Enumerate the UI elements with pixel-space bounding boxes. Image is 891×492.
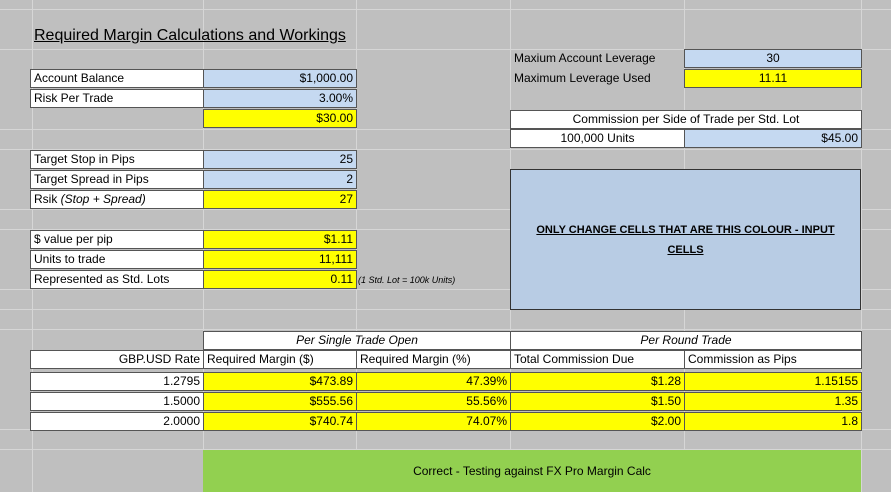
commission-header[interactable]: Commission per Side of Trade per Std. Lo…: [510, 110, 862, 129]
leverage-used-label[interactable]: Maximum Leverage Used: [514, 71, 651, 85]
total-commission-cell[interactable]: $2.00: [510, 412, 685, 431]
risk-pips-label[interactable]: Rsik (Stop + Spread): [30, 190, 204, 209]
gridline: [0, 229, 891, 230]
commission-input[interactable]: $45.00: [684, 129, 862, 148]
margin-usd-cell[interactable]: $740.74: [203, 412, 357, 431]
gridline: [0, 9, 891, 10]
units-to-trade-label[interactable]: Units to trade: [30, 250, 204, 269]
margin-usd-cell[interactable]: $555.56: [203, 392, 357, 411]
group-header-single-trade[interactable]: Per Single Trade Open: [203, 331, 511, 350]
rate-cell[interactable]: 1.2795: [30, 372, 204, 391]
gridline: [0, 309, 891, 310]
std-lots-label[interactable]: Represented as Std. Lots: [30, 270, 204, 289]
account-balance-input[interactable]: $1,000.00: [203, 69, 357, 88]
target-stop-label[interactable]: Target Stop in Pips: [30, 150, 204, 169]
risk-pips-label-formula: (Stop + Spread): [60, 192, 146, 206]
col-header-commission-pips[interactable]: Commission as Pips: [684, 350, 862, 369]
max-leverage-label[interactable]: Maxium Account Leverage: [514, 51, 656, 65]
target-stop-input[interactable]: 25: [203, 150, 357, 169]
commission-pips-cell[interactable]: 1.35: [684, 392, 862, 411]
units-to-trade-cell[interactable]: 11,111: [203, 250, 357, 269]
status-banner[interactable]: Correct - Testing against FX Pro Margin …: [203, 450, 861, 492]
gridline: [0, 329, 891, 330]
commission-pips-cell[interactable]: 1.15155: [684, 372, 862, 391]
std-lots-cell[interactable]: 0.11: [203, 270, 357, 289]
col-header-total-commission[interactable]: Total Commission Due: [510, 350, 685, 369]
page-title: Required Margin Calculations and Working…: [34, 27, 346, 44]
gridline: [0, 209, 891, 210]
commission-pips-cell[interactable]: 1.8: [684, 412, 862, 431]
total-commission-cell[interactable]: $1.50: [510, 392, 685, 411]
gridline: [0, 289, 891, 290]
std-lot-note: (1 Std. Lot = 100k Units): [358, 275, 456, 285]
risk-amount-cell[interactable]: $30.00: [203, 109, 357, 128]
max-leverage-input[interactable]: 30: [684, 49, 862, 68]
target-spread-input[interactable]: 2: [203, 170, 357, 189]
input-cells-legend: ONLY CHANGE CELLS THAT ARE THIS COLOUR -…: [510, 169, 861, 310]
rate-cell[interactable]: 2.0000: [30, 412, 204, 431]
gridline: [0, 149, 891, 150]
col-header-margin-usd[interactable]: Required Margin ($): [203, 350, 357, 369]
status-text: Correct - Testing against FX Pro Margin …: [413, 464, 651, 478]
target-spread-label[interactable]: Target Spread in Pips: [30, 170, 204, 189]
gridline: [0, 129, 891, 130]
total-commission-cell[interactable]: $1.28: [510, 372, 685, 391]
risk-per-trade-input[interactable]: 3.00%: [203, 89, 357, 108]
col-header-margin-pct[interactable]: Required Margin (%): [356, 350, 511, 369]
leverage-used-cell[interactable]: 11.11: [684, 69, 862, 88]
rate-cell[interactable]: 1.5000: [30, 392, 204, 411]
gridline: [861, 0, 862, 492]
margin-pct-cell[interactable]: 55.56%: [356, 392, 511, 411]
risk-per-trade-label[interactable]: Risk Per Trade: [30, 89, 204, 108]
margin-pct-cell[interactable]: 74.07%: [356, 412, 511, 431]
margin-pct-cell[interactable]: 47.39%: [356, 372, 511, 391]
gridline: [0, 449, 891, 450]
risk-pips-cell[interactable]: 27: [203, 190, 357, 209]
col-header-rate[interactable]: GBP.USD Rate: [30, 350, 204, 369]
risk-pips-label-main: Rsik: [34, 192, 61, 206]
group-header-round-trade[interactable]: Per Round Trade: [510, 331, 862, 350]
gridline: [0, 49, 891, 50]
value-per-pip-label[interactable]: $ value per pip: [30, 230, 204, 249]
commission-units-label[interactable]: 100,000 Units: [510, 129, 685, 148]
account-balance-label[interactable]: Account Balance: [30, 69, 204, 88]
value-per-pip-cell[interactable]: $1.11: [203, 230, 357, 249]
legend-text: ONLY CHANGE CELLS THAT ARE THIS COLOUR -…: [536, 223, 835, 256]
margin-usd-cell[interactable]: $473.89: [203, 372, 357, 391]
